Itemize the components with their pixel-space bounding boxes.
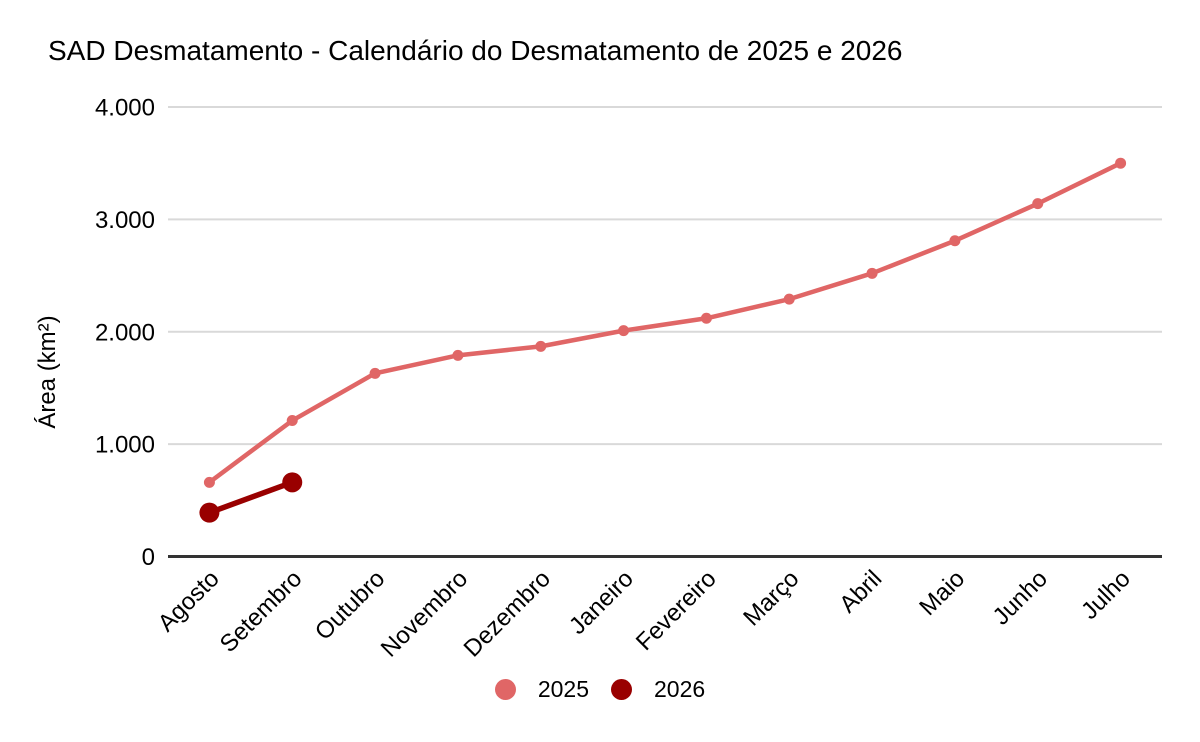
- chart-title: SAD Desmatamento - Calendário do Desmata…: [48, 35, 903, 66]
- y-axis-title: Área (km²): [34, 315, 61, 428]
- x-axis-label: Abril: [834, 565, 887, 618]
- legend-item-2026: 2026: [611, 676, 705, 703]
- legend-label-2026: 2026: [654, 676, 706, 702]
- x-axis-label: Junho: [988, 565, 1053, 630]
- legend-marker-2025-icon: [494, 679, 516, 700]
- x-axis-label: Fevereiro: [631, 565, 722, 656]
- data-point-2026-Agosto: [199, 502, 220, 523]
- data-point-2025-Novembro: [452, 349, 464, 361]
- x-axis-label: Julho: [1076, 565, 1136, 625]
- data-point-2025-Abril: [866, 267, 878, 279]
- series-line-2025: [207, 160, 1123, 485]
- x-axis-label: Maio: [914, 565, 970, 621]
- y-tick-label: 2.000: [95, 319, 155, 346]
- legend-label-2025: 2025: [537, 676, 589, 702]
- data-point-2025-Outubro: [369, 367, 381, 379]
- data-point-2025-Maio: [949, 235, 961, 247]
- x-axis-label: Dezembro: [459, 565, 556, 662]
- y-tick-label: 1.000: [95, 432, 155, 459]
- data-point-2025-Agosto: [203, 476, 215, 488]
- data-point-2026-Setembro: [282, 472, 303, 493]
- x-axis-label: Setembro: [215, 565, 308, 658]
- data-point-2025-Fevereiro: [700, 312, 712, 324]
- y-tick-label: 4.000: [95, 95, 155, 122]
- y-tick-label: 0: [142, 544, 155, 571]
- x-axis-label: Novembro: [376, 565, 473, 662]
- data-point-2025-Julho: [1115, 157, 1127, 169]
- data-point-2025-Junho: [1032, 198, 1044, 210]
- y-tick-label: 3.000: [95, 207, 155, 234]
- data-point-2025-Março: [783, 293, 795, 305]
- chart-legend: 2025 2026: [0, 676, 1200, 703]
- x-axis-label: Março: [738, 565, 804, 631]
- data-point-2025-Setembro: [286, 415, 298, 427]
- x-axis-label: Outubro: [310, 565, 390, 645]
- legend-marker-2026-icon: [611, 679, 632, 700]
- data-point-2025-Janeiro: [618, 325, 630, 337]
- x-axis-label: Agosto: [153, 565, 225, 637]
- x-axis-label: Janeiro: [564, 565, 639, 640]
- series-line-2026: [206, 479, 295, 516]
- data-point-2025-Dezembro: [535, 340, 547, 352]
- legend-item-2025: 2025: [494, 676, 589, 703]
